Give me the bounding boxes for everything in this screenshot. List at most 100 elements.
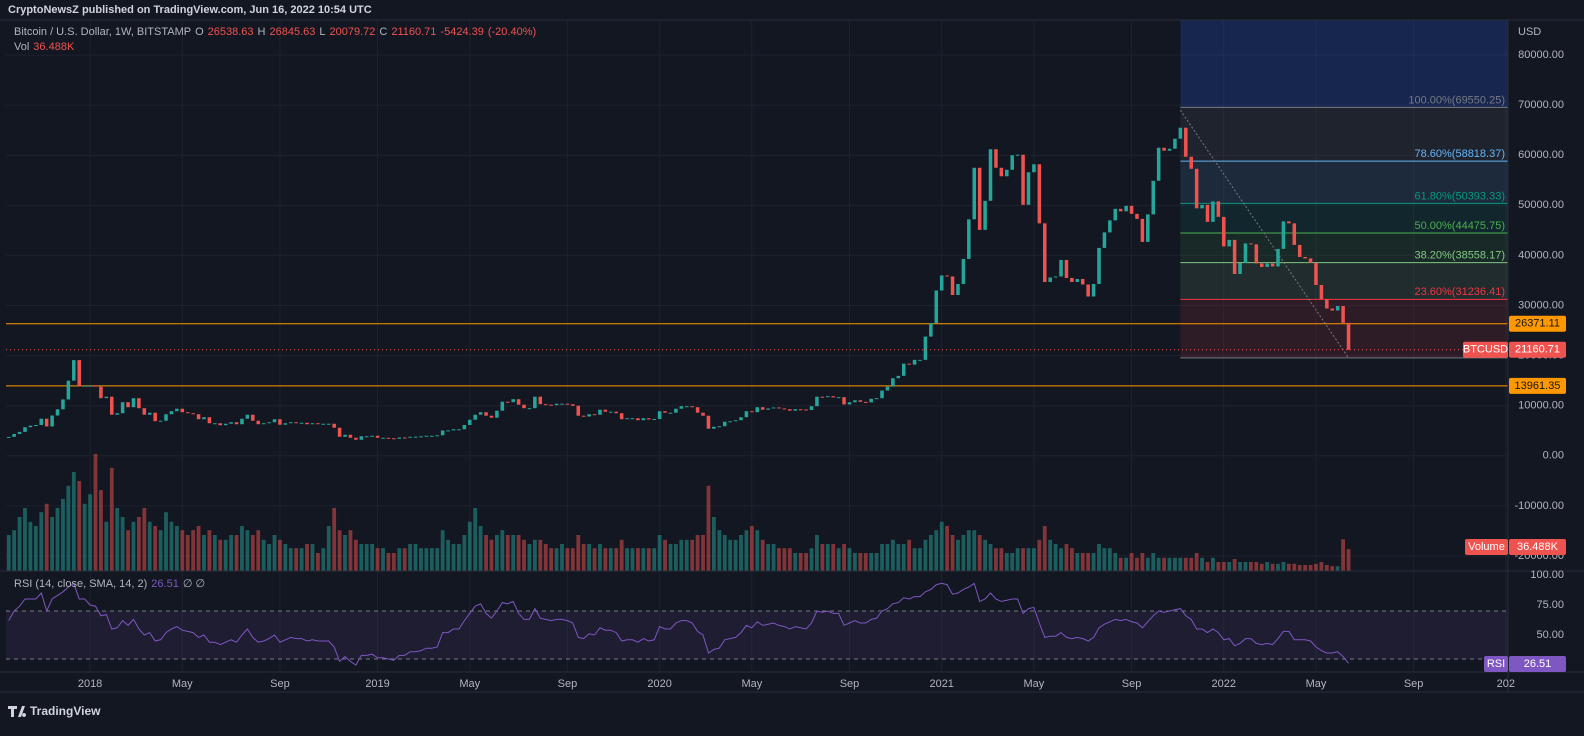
volume-bar [446,539,450,571]
volume-bar [310,544,315,571]
candle-body [571,404,575,406]
x-tick-label: May [1306,678,1327,690]
candle-body [804,409,808,411]
volume-bar [717,530,722,571]
volume-bar [565,548,570,571]
symbol: Bitcoin / U.S. Dollar, 1W, BITSTAMP [14,26,192,38]
volume-bar [950,535,955,571]
volume-bar [820,544,825,571]
candle-body [1129,205,1134,214]
volume-bar [847,548,852,571]
volume-bar [1259,563,1264,571]
candle-body [999,167,1004,177]
candle-body [826,396,830,398]
candle-body [408,436,412,438]
x-tick-label: May [459,678,480,690]
volume-bar [120,517,125,571]
volume-value-tag-bg [1509,539,1566,555]
volume-bar [99,490,103,571]
volume-bar [1189,557,1194,571]
volume-bar [131,521,136,571]
volume-bar [326,526,331,571]
volume-bar [234,535,239,571]
volume-bar [223,539,228,571]
volume-bar [641,548,646,571]
candle-body [1211,201,1215,222]
volume-bar [1270,563,1275,571]
candle-body [126,402,130,408]
candle-body [202,417,206,420]
candle-body [240,418,244,425]
volume-bar [527,544,532,571]
volume-bar [1319,562,1324,571]
volume-bar [684,539,689,571]
volume-bar [690,539,695,571]
fib-zone [1180,107,1508,162]
candle-body [1015,154,1020,156]
candle-body [907,363,911,365]
candle-body [50,415,54,427]
candle-body [560,403,564,405]
volume-bar [462,535,467,571]
volume-bar [636,548,640,571]
volume-bar [999,548,1004,571]
candle-body [1227,239,1231,247]
volume-bar [1135,557,1139,571]
candle-body [950,276,955,295]
volume-bar [614,548,619,571]
candle-body [712,426,716,429]
volume-bar [28,521,33,571]
candle-body [636,418,640,421]
candle-body [929,323,933,337]
candle-body [674,408,678,413]
candle-body [717,426,722,428]
volume-bar [169,521,174,571]
candle-body [690,406,694,408]
x-tick-label: 2021 [929,678,953,690]
candle-body [1287,221,1291,224]
volume-bar [679,539,684,571]
candle-body [1292,223,1297,245]
candle-body [88,385,92,387]
volume-bar [1140,553,1145,571]
candle-body [223,423,228,426]
volume-bar [896,544,901,571]
candle-body [1102,232,1107,248]
candle-body [61,399,65,410]
candle-body [793,409,798,411]
candle-body [1243,243,1248,263]
candle-body [581,415,586,417]
candle-body [820,396,825,398]
candle-body [1319,284,1324,300]
candle-body [261,423,266,425]
candle-body [468,419,472,425]
candle-body [473,414,477,420]
volume-bar [1227,562,1232,571]
fib-label: 61.80%(50393.33) [1414,190,1505,202]
level-tag-bg [1509,377,1566,394]
candle-body [657,411,662,419]
volume-bar [1205,562,1210,571]
candle-body [451,429,456,431]
candle-body [229,422,233,424]
candle-body [1059,259,1063,277]
volume-bar [1211,557,1215,571]
candle-body [587,414,591,417]
volume-bar [489,539,494,571]
volume-bar [82,503,87,571]
volume-bar [1129,553,1134,571]
candle-body [619,413,624,420]
candle-body [1297,244,1302,257]
candle-body [1270,263,1275,267]
candle-body [598,409,602,415]
candle-body [104,396,109,399]
candle-body [1167,148,1172,151]
volume-bar [853,553,857,571]
fib-top-zone [1180,20,1508,108]
volume-bar [93,454,98,571]
candle-body [511,399,515,403]
rsi-value: 26.51 [151,577,179,590]
candle-body [316,423,320,425]
volume-bar [972,530,977,571]
